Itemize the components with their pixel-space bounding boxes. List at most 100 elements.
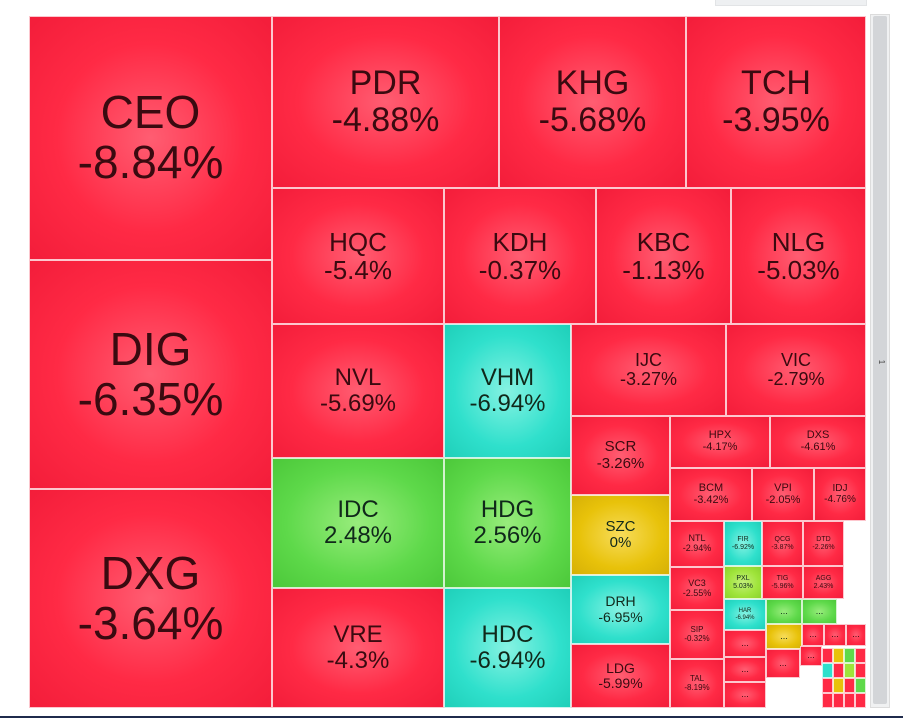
tile-small[interactable]: ... xyxy=(724,682,766,708)
tile-khg[interactable]: KHG -5.68% xyxy=(499,16,686,188)
tile-change: -5.69% xyxy=(319,390,397,417)
tile-dtd[interactable]: DTD -2.26% xyxy=(803,521,844,566)
tile-ticker: DIG xyxy=(109,322,192,375)
tile-small[interactable]: ... xyxy=(800,646,822,666)
tile-vc3[interactable]: VC3 -2.55% xyxy=(670,567,724,610)
tile-micro[interactable] xyxy=(833,648,844,663)
tile-micro[interactable] xyxy=(833,678,844,693)
tile-change: -6.35% xyxy=(77,372,224,425)
tile-micro[interactable] xyxy=(833,693,844,708)
tile-dig[interactable]: DIG -6.35% xyxy=(29,260,272,489)
tile-change: -5.96% xyxy=(771,582,794,590)
tile-small[interactable]: ... xyxy=(724,630,766,657)
tile-micro[interactable] xyxy=(844,693,855,708)
tile-hdc[interactable]: HDC -6.94% xyxy=(444,588,571,708)
tile-kbc[interactable]: KBC -1.13% xyxy=(596,188,731,324)
tile-small[interactable]: ... xyxy=(766,599,802,624)
tile-small-label: ... xyxy=(809,629,817,640)
tile-qcg[interactable]: QCG -3.87% xyxy=(762,521,803,566)
tile-change: -4.17% xyxy=(702,441,738,453)
tile-pxl[interactable]: PXL 5.03% xyxy=(724,566,762,599)
tile-sip[interactable]: SIP -0.32% xyxy=(670,610,724,659)
tile-change: -6.95% xyxy=(598,608,643,625)
tile-ticker: DXG xyxy=(100,546,201,599)
tile-bcm[interactable]: BCM -3.42% xyxy=(670,468,752,521)
tile-small[interactable]: ... xyxy=(802,624,824,646)
tile-ceo[interactable]: CEO -8.84% xyxy=(29,16,272,260)
tile-small[interactable]: ... xyxy=(824,624,846,646)
tile-hdg[interactable]: HDG 2.56% xyxy=(444,458,571,588)
tile-micro[interactable] xyxy=(844,678,855,693)
tile-agg[interactable]: AGG 2.43% xyxy=(803,566,844,599)
tile-vhm[interactable]: VHM -6.94% xyxy=(444,324,571,458)
tile-ticker: VHM xyxy=(480,364,535,392)
tile-ticker: NTL xyxy=(688,533,706,544)
tile-ticker: HQC xyxy=(329,226,387,257)
tile-scr[interactable]: SCR -3.26% xyxy=(571,416,670,495)
tile-change: -8.84% xyxy=(77,136,224,188)
tile-change: -4.3% xyxy=(326,647,390,674)
tile-change: -6.94% xyxy=(735,614,755,621)
tile-change: -5.4% xyxy=(324,255,392,285)
tile-ticker: DTD xyxy=(816,535,831,543)
tile-nvl[interactable]: NVL -5.69% xyxy=(272,324,444,458)
tile-change: -2.26% xyxy=(812,543,835,551)
tile-tig[interactable]: TIG -5.96% xyxy=(762,566,803,599)
tile-drh[interactable]: DRH -6.95% xyxy=(571,575,670,644)
scrollbar-thumb[interactable] xyxy=(873,16,887,704)
tile-micro[interactable] xyxy=(822,678,833,693)
tile-small[interactable]: ... xyxy=(846,624,866,646)
tile-idj[interactable]: IDJ -4.76% xyxy=(814,468,866,521)
tile-change: -3.64% xyxy=(77,596,224,649)
tile-ijc[interactable]: IJC -3.27% xyxy=(571,324,726,416)
tile-micro[interactable] xyxy=(855,663,866,678)
tile-har[interactable]: HAR -6.94% xyxy=(724,599,766,630)
tile-micro[interactable] xyxy=(822,693,833,708)
tile-ticker: KDH xyxy=(492,226,548,257)
tile-hqc[interactable]: HQC -5.4% xyxy=(272,188,444,324)
tile-micro[interactable] xyxy=(844,663,855,678)
tile-tal[interactable]: TAL -8.19% xyxy=(670,659,724,708)
tile-micro[interactable] xyxy=(855,693,866,708)
tile-tch[interactable]: TCH -3.95% xyxy=(686,16,866,188)
tile-ntl[interactable]: NTL -2.94% xyxy=(670,521,724,567)
tile-micro[interactable] xyxy=(822,663,833,678)
tile-szc[interactable]: SZC 0% xyxy=(571,495,670,575)
tile-small-label: ... xyxy=(780,630,788,641)
tile-vpi[interactable]: VPI -2.05% xyxy=(752,468,814,521)
tile-small-label: ... xyxy=(780,605,788,616)
tile-change: -0.32% xyxy=(684,633,710,643)
tile-small[interactable]: ... xyxy=(766,649,800,678)
tile-change: -3.87% xyxy=(771,543,794,551)
tile-ticker: NVL xyxy=(334,364,382,392)
tile-ticker: LDG xyxy=(606,659,635,676)
tile-kdh[interactable]: KDH -0.37% xyxy=(444,188,596,324)
tile-dxg[interactable]: DXG -3.64% xyxy=(29,489,272,708)
tile-vre[interactable]: VRE -4.3% xyxy=(272,588,444,708)
tile-dxs[interactable]: DXS -4.61% xyxy=(770,416,866,468)
tile-micro[interactable] xyxy=(844,648,855,663)
tile-fir[interactable]: FIR -6.92% xyxy=(724,521,762,566)
tile-hpx[interactable]: HPX -4.17% xyxy=(670,416,770,468)
tile-micro[interactable] xyxy=(855,648,866,663)
tile-micro[interactable] xyxy=(833,663,844,678)
tile-ticker: IDC xyxy=(337,496,379,524)
tile-vic[interactable]: VIC -2.79% xyxy=(726,324,866,416)
tile-idc[interactable]: IDC 2.48% xyxy=(272,458,444,588)
tile-change: 0% xyxy=(609,534,632,551)
tile-ticker: PDR xyxy=(349,64,422,103)
tile-ticker: SCR xyxy=(604,438,637,456)
tile-micro[interactable] xyxy=(822,648,833,663)
tile-nlg[interactable]: NLG -5.03% xyxy=(731,188,866,324)
tile-micro[interactable] xyxy=(855,678,866,693)
tile-ldg[interactable]: LDG -5.99% xyxy=(571,644,670,708)
tile-change: -4.61% xyxy=(800,441,836,453)
tile-small[interactable]: ... xyxy=(802,599,837,624)
tile-ticker: IDJ xyxy=(832,482,848,494)
tile-pdr[interactable]: PDR -4.88% xyxy=(272,16,499,188)
tile-small[interactable]: ... xyxy=(724,657,766,682)
tile-small-label: ... xyxy=(815,605,824,616)
tile-ticker: HAR xyxy=(738,608,752,615)
tile-small[interactable]: ... xyxy=(766,624,802,649)
